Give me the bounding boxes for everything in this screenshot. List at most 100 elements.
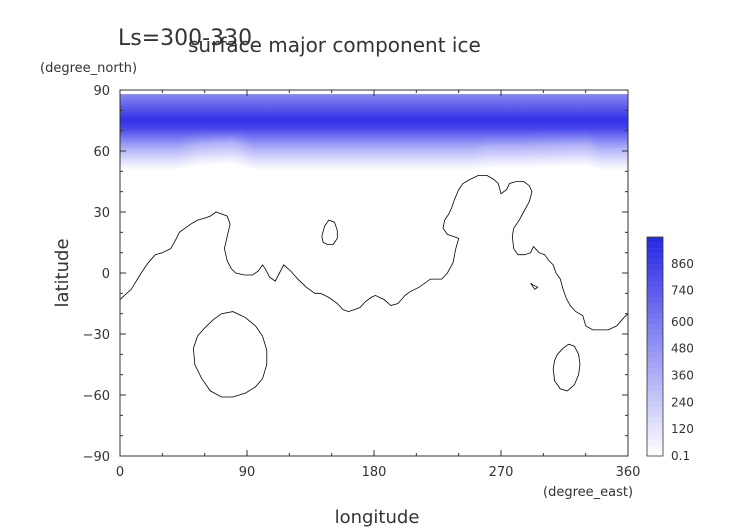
colorbar-band — [647, 324, 663, 331]
ice-cell — [536, 94, 540, 167]
ice-cell — [621, 94, 625, 170]
ice-cell — [602, 94, 606, 170]
ice-cell — [255, 94, 258, 170]
y-tick-label: −60 — [83, 389, 110, 404]
ice-cell — [240, 94, 244, 166]
ice-cell — [501, 94, 504, 168]
ice-cell — [278, 94, 282, 170]
ice-cell — [134, 94, 138, 170]
ice-cell — [230, 94, 233, 164]
y-axis-label: latitude — [52, 238, 73, 307]
ice-cell — [395, 94, 398, 170]
coastlines — [120, 175, 628, 398]
ice-cell — [520, 94, 523, 168]
ice-cell — [465, 94, 468, 170]
coastline — [552, 343, 581, 392]
ice-cell — [291, 94, 294, 170]
colorbar-band — [647, 302, 663, 309]
ice-cell — [172, 94, 176, 170]
ice-cell — [316, 94, 320, 170]
ice-cell — [312, 94, 316, 170]
ice-cell — [418, 94, 421, 170]
ice-cell — [598, 94, 601, 170]
ice-cell — [566, 94, 570, 166]
ice-cell — [577, 94, 580, 166]
ice-cell — [333, 94, 337, 170]
colorbar-frame — [646, 236, 664, 457]
ice-cell — [503, 94, 506, 168]
ice-cell — [367, 94, 371, 170]
colorbar-band — [647, 341, 663, 347]
ice-cell — [376, 94, 379, 170]
ice-cell — [511, 94, 515, 168]
ice-cell — [611, 94, 614, 170]
ice-cell — [530, 94, 534, 167]
ice-cell — [488, 94, 491, 168]
y-axis: 90 60 30 0 −30 −60 −90 — [83, 84, 628, 465]
ice-cell — [613, 94, 616, 170]
coastline — [120, 175, 628, 331]
ice-cell — [623, 94, 627, 170]
ice-cell — [390, 94, 394, 170]
colorbar-tick-label: 480 — [671, 342, 694, 356]
colorbar-band — [647, 368, 663, 375]
ice-cell — [498, 94, 502, 168]
ice-cell — [261, 94, 265, 170]
ice-cell — [234, 94, 237, 164]
ice-cell — [509, 94, 512, 168]
ice-cell — [189, 94, 193, 167]
colorbar-tick-label: 240 — [671, 395, 694, 409]
ice-cell — [170, 94, 174, 170]
ice-cell — [608, 94, 612, 170]
ice-cell — [549, 94, 553, 167]
ice-cell — [587, 94, 591, 167]
colorbar: 860 740 600 480 360 240 120 0.1 — [646, 236, 694, 463]
ice-cell — [445, 94, 449, 170]
ice-cell — [496, 94, 500, 168]
ice-cell — [342, 94, 345, 170]
ice-cell — [494, 94, 498, 168]
ice-cell — [492, 94, 496, 168]
x-axis-label: longitude — [335, 507, 420, 528]
ice-cell — [551, 94, 555, 167]
colorbar-band — [647, 330, 663, 336]
coastline — [530, 282, 539, 290]
colorbar-band — [647, 417, 663, 424]
ice-cell — [534, 94, 538, 167]
x-tick-label: 90 — [239, 465, 256, 480]
ice-cell — [177, 94, 180, 169]
ice-cell — [338, 94, 341, 170]
y-tick-label: 60 — [93, 145, 110, 160]
colorbar-tick-label: 740 — [671, 284, 694, 298]
ice-cell — [217, 94, 220, 165]
ice-cell — [553, 94, 557, 167]
ice-cell — [314, 94, 318, 170]
ice-cell — [484, 94, 487, 168]
x-tick-label: 270 — [489, 465, 514, 480]
ice-cell — [302, 94, 305, 170]
colorbar-tick-label: 860 — [671, 257, 694, 271]
ice-cell — [479, 94, 483, 169]
ice-cell — [625, 94, 628, 170]
colorbar-band — [647, 335, 663, 342]
ice-cell — [365, 94, 369, 170]
ice-cell — [221, 94, 225, 164]
ice-cell — [583, 94, 587, 166]
ice-cell — [522, 94, 525, 168]
ice-cell — [287, 94, 290, 170]
ice-cell — [452, 94, 455, 170]
ice-cell — [477, 94, 481, 169]
ice-cell — [350, 94, 354, 170]
ice-cell — [196, 94, 199, 166]
ice-cell — [490, 94, 493, 168]
ice-cell — [282, 94, 286, 170]
ice-cell — [238, 94, 242, 166]
ice-cell — [128, 94, 131, 170]
ice-cell — [481, 94, 485, 169]
ice-cell — [458, 94, 462, 170]
ice-cell — [471, 94, 474, 170]
ice-cell — [285, 94, 288, 170]
ice-cell — [382, 94, 385, 170]
ice-cell — [266, 94, 269, 170]
ice-cell — [208, 94, 212, 165]
